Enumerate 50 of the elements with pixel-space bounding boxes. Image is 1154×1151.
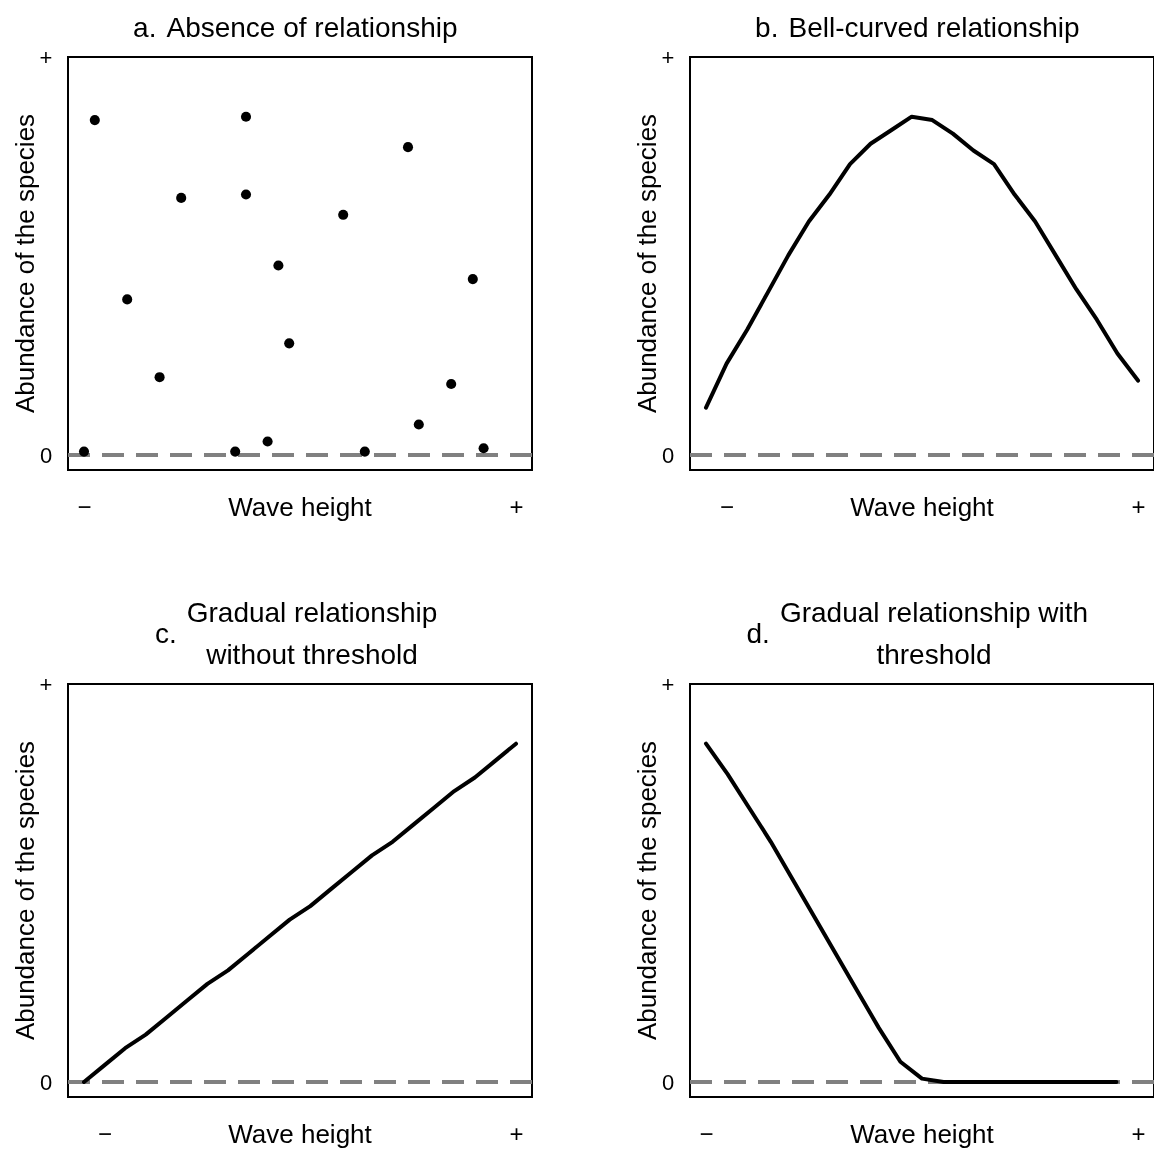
point bbox=[413, 419, 424, 430]
x-tick-label: − bbox=[77, 493, 92, 521]
y-axis-title: Abundance of the species bbox=[10, 113, 40, 414]
text: + bbox=[661, 45, 675, 70]
x-tick-label: − bbox=[720, 493, 735, 521]
x-axis-title: Wave height bbox=[228, 492, 373, 522]
chart-title: Bell-curved relationship bbox=[788, 12, 1080, 43]
text: 0 bbox=[661, 443, 675, 468]
text: a. bbox=[133, 12, 157, 43]
point bbox=[262, 436, 273, 447]
text: 0 bbox=[661, 1070, 675, 1095]
point bbox=[122, 294, 133, 305]
chart-title: Gradual relationship with threshold bbox=[779, 597, 1089, 670]
x-axis-title: Wave height bbox=[850, 1119, 995, 1149]
point bbox=[359, 446, 370, 457]
point bbox=[273, 260, 284, 271]
text: + bbox=[661, 672, 675, 697]
chart-title: Gradual relationship without threshold bbox=[186, 597, 438, 670]
text: + bbox=[39, 45, 53, 70]
y-axis-title: Abundance of the species bbox=[10, 740, 40, 1041]
point bbox=[338, 209, 349, 220]
x-tick-label: + bbox=[509, 1120, 524, 1148]
x-tick-label: + bbox=[1131, 493, 1146, 521]
text: c. bbox=[154, 618, 177, 649]
y-axis-title: Abundance of the species bbox=[632, 113, 662, 414]
point bbox=[467, 274, 478, 285]
x-tick-label: + bbox=[1131, 1120, 1146, 1148]
point bbox=[402, 142, 414, 153]
text: 0 bbox=[39, 1070, 53, 1095]
x-axis-title: Wave height bbox=[850, 492, 995, 522]
point bbox=[89, 115, 100, 126]
point bbox=[240, 111, 252, 122]
text: 0 bbox=[39, 443, 53, 468]
text: + bbox=[39, 672, 53, 697]
point bbox=[284, 338, 295, 349]
point bbox=[240, 189, 252, 200]
point bbox=[78, 446, 90, 457]
point bbox=[446, 378, 457, 389]
chart-title: Absence of relationship bbox=[166, 12, 458, 43]
x-tick-label: + bbox=[509, 493, 524, 521]
x-tick-label: − bbox=[98, 1120, 113, 1148]
x-tick-label: − bbox=[699, 1120, 714, 1148]
text: d. bbox=[746, 618, 770, 649]
point bbox=[230, 446, 241, 457]
text: b. bbox=[755, 12, 779, 43]
point bbox=[176, 192, 187, 203]
point bbox=[154, 372, 165, 383]
x-axis-title: Wave height bbox=[228, 1119, 373, 1149]
y-axis-title: Abundance of the species bbox=[632, 740, 662, 1041]
point bbox=[478, 443, 489, 454]
